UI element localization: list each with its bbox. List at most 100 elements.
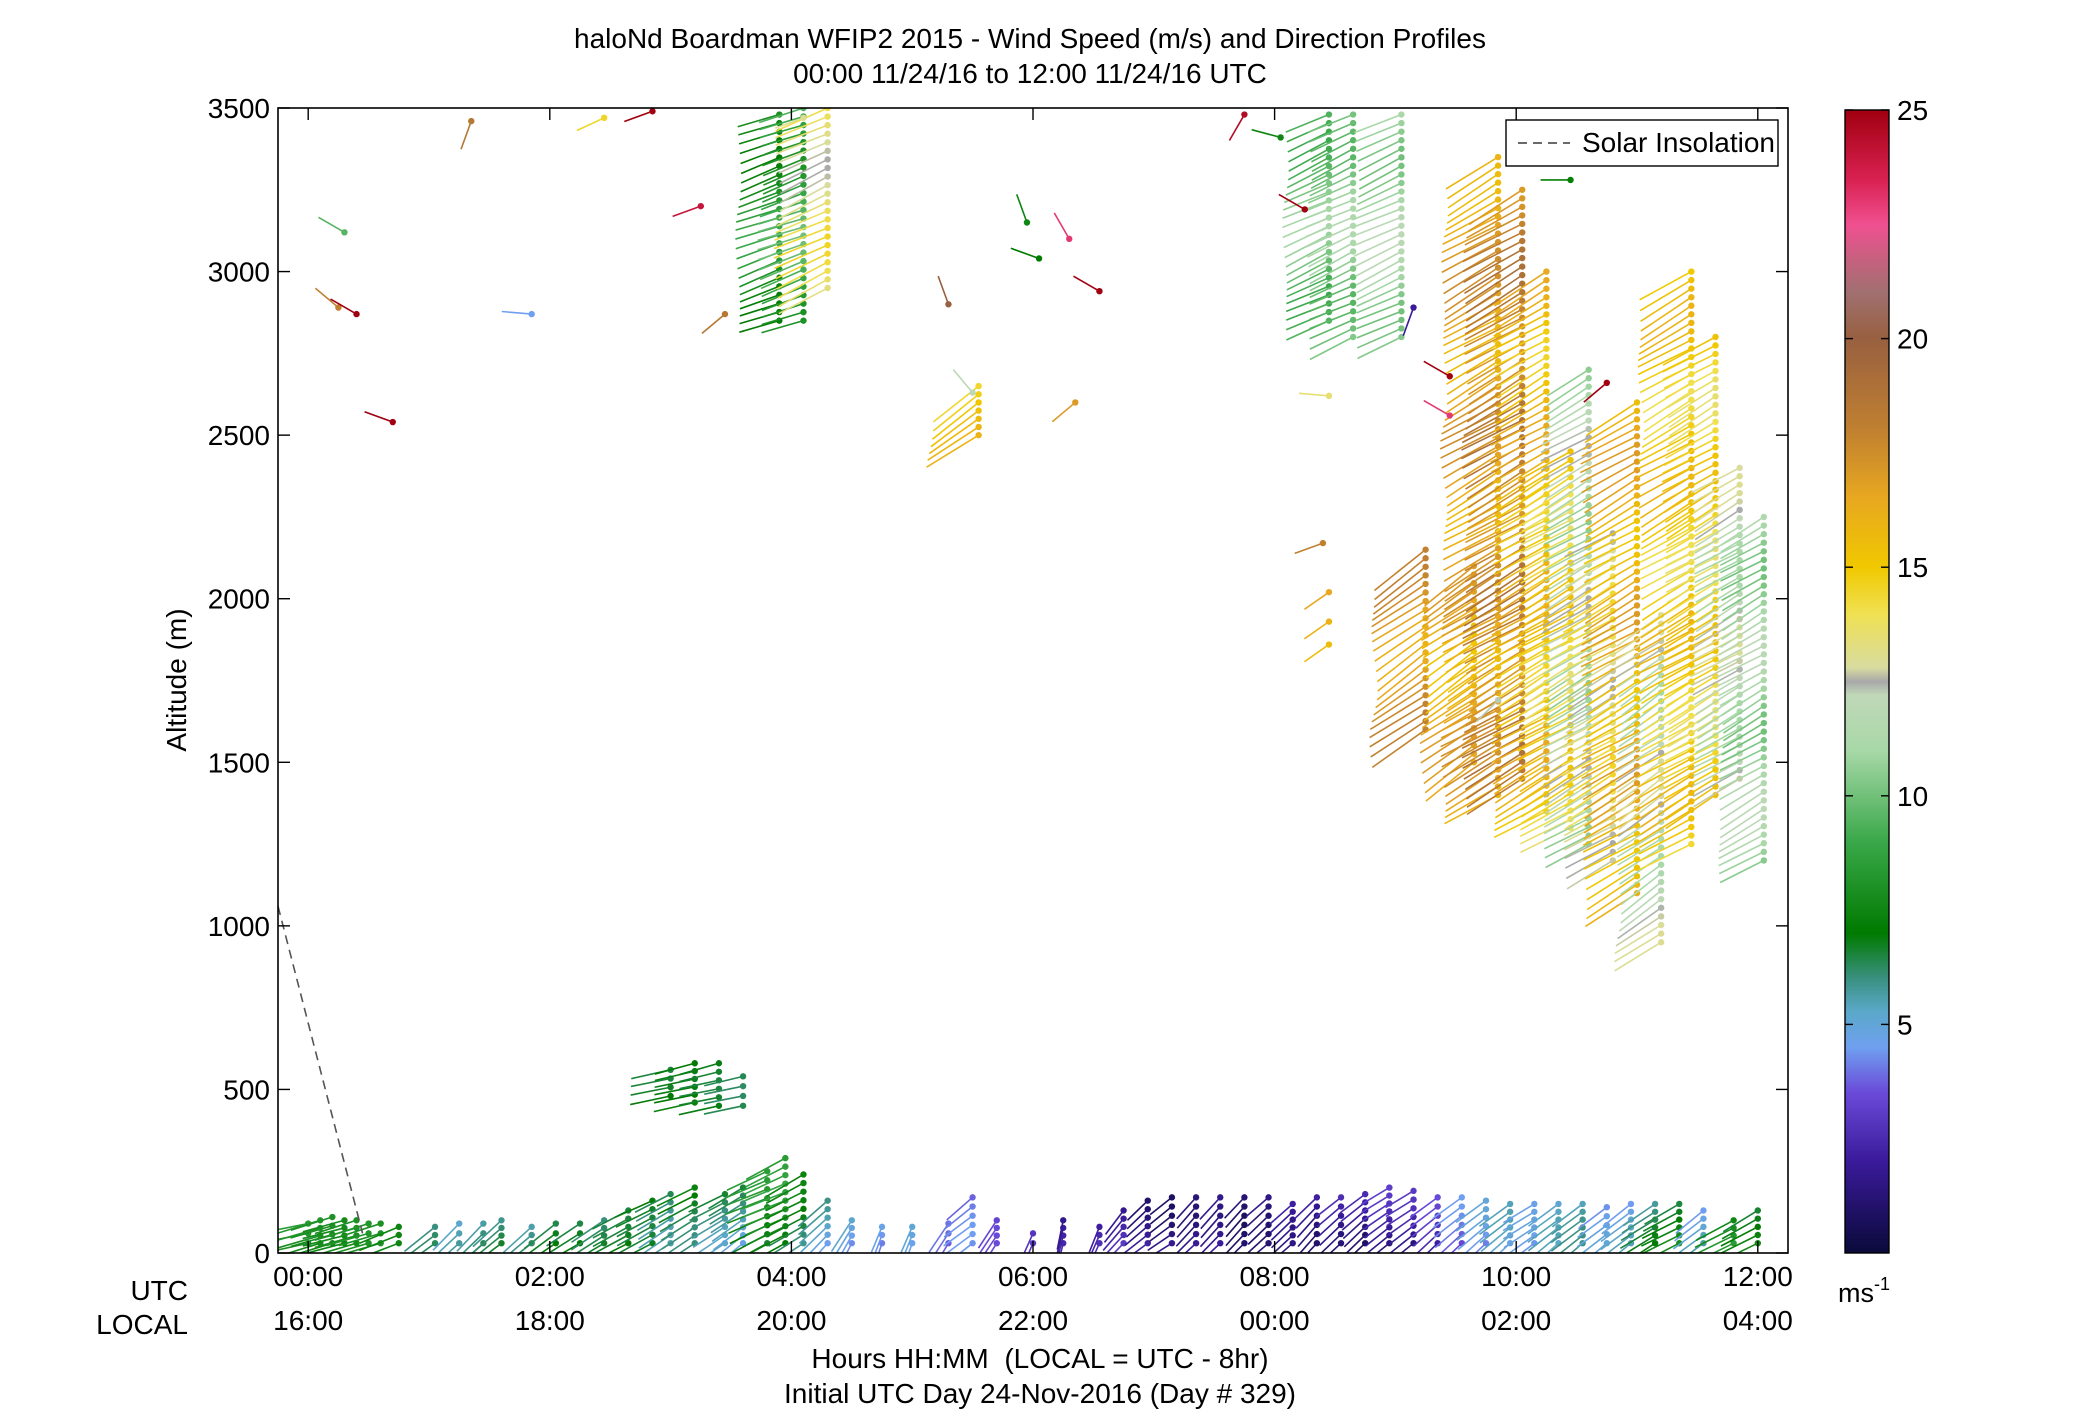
wind-barb <box>759 200 804 218</box>
wind-barb-dot <box>1398 316 1405 324</box>
wind-barb <box>1446 471 1499 507</box>
wind-barb <box>758 251 804 271</box>
wind-barb <box>1478 1203 1511 1227</box>
wind-barb <box>945 1233 974 1253</box>
wind-barb-dot <box>1760 616 1768 624</box>
wind-barb-dot <box>1494 162 1502 169</box>
wind-barb-dot <box>625 1223 632 1231</box>
wind-barb <box>1445 641 1499 674</box>
wind-barb-dot <box>1543 765 1550 772</box>
wind-barb <box>1123 1234 1149 1253</box>
wind-barb <box>738 191 780 209</box>
wind-barb <box>1270 1219 1294 1241</box>
wind-barb-dot <box>721 1199 729 1206</box>
wind-barb-dot <box>1760 685 1768 692</box>
wind-barb-dot <box>1168 1194 1176 1201</box>
wind-barb <box>1520 1242 1535 1253</box>
wind-barb <box>1356 182 1402 206</box>
wind-barb <box>774 244 828 269</box>
wind-barb-dot <box>1688 422 1695 429</box>
wind-barb-dot <box>1398 282 1405 289</box>
wind-barb-dot <box>1494 264 1502 271</box>
wind-barb-dot <box>1633 492 1641 499</box>
wind-barb <box>1618 898 1662 932</box>
wind-barb-dot <box>1760 745 1768 752</box>
wind-barb-dot <box>1633 695 1641 702</box>
wind-barb <box>1521 510 1571 539</box>
wind-barb <box>779 158 828 185</box>
wind-barb <box>1718 851 1765 875</box>
wind-barb <box>1285 173 1330 196</box>
wind-barb-dot <box>1760 814 1768 821</box>
wind-barb <box>1639 809 1692 842</box>
wind-barb <box>1374 557 1427 601</box>
wind-barb <box>1668 404 1716 437</box>
wind-barb <box>740 156 780 175</box>
wind-barb <box>1059 1242 1064 1253</box>
wind-barb-dot <box>1543 285 1550 292</box>
wind-barb-dot <box>1398 239 1405 247</box>
wind-barb-dot <box>456 1220 463 1227</box>
wind-barb <box>592 1226 629 1248</box>
wind-barb-dot <box>498 1217 505 1224</box>
wind-barb-dot <box>782 1154 789 1162</box>
wind-barb-dot <box>552 1220 560 1227</box>
wind-barb <box>735 208 780 223</box>
wind-barb-dot <box>721 1215 729 1222</box>
wind-barb <box>1494 579 1547 616</box>
wind-barb-dot <box>824 156 831 163</box>
local-tick-label: 18:00 <box>515 1305 585 1336</box>
wind-barb <box>775 115 828 139</box>
wind-barb-dot <box>1567 456 1574 464</box>
wind-barb-dot <box>975 415 982 422</box>
wind-barb <box>471 1227 503 1253</box>
wind-barb <box>432 1222 460 1251</box>
wind-barb <box>1309 284 1354 305</box>
wind-barb <box>1491 716 1547 745</box>
wind-barb-dot <box>1760 805 1768 813</box>
wind-barb <box>1494 459 1547 494</box>
wind-barb-dot <box>1519 263 1526 270</box>
wind-barb <box>1639 612 1692 646</box>
wind-barb <box>1148 1224 1173 1243</box>
wind-barb <box>1309 336 1354 361</box>
wind-barb <box>364 411 394 423</box>
wind-barb <box>1309 319 1354 340</box>
wind-barb <box>1606 1234 1632 1253</box>
wind-barb <box>1374 626 1427 662</box>
wind-barb <box>739 294 780 310</box>
wind-barb <box>1663 760 1716 790</box>
wind-barb-dot <box>1543 525 1550 532</box>
wind-barb <box>1494 759 1547 795</box>
wind-barb <box>725 1179 768 1199</box>
wind-barb-dot <box>1736 515 1743 522</box>
wind-barb <box>679 1087 720 1098</box>
utc-tick-label: 06:00 <box>998 1261 1068 1292</box>
wind-barb-dot <box>1096 1239 1103 1247</box>
wind-barb <box>1296 1215 1318 1238</box>
wind-barb-dot <box>715 1060 723 1067</box>
wind-barb <box>701 313 726 334</box>
wind-barb <box>359 1226 400 1244</box>
wind-barb <box>1462 709 1523 741</box>
wind-barb-dot <box>975 407 982 414</box>
wind-barb <box>1642 706 1692 739</box>
wind-barb-dot <box>1712 774 1719 782</box>
wind-barb <box>1495 776 1547 812</box>
wind-barb-dot <box>1712 333 1719 341</box>
wind-barb-dot <box>1585 502 1592 509</box>
wind-barb <box>762 175 804 195</box>
wind-barb-dot <box>739 1102 747 1109</box>
wind-barb <box>1306 190 1354 212</box>
wind-barb-dot <box>800 172 807 180</box>
x-axis-label: Hours HH:MM (LOCAL = UTC - 8hr) <box>811 1343 1268 1374</box>
wind-barb <box>1446 352 1499 385</box>
colorbar-unit-exponent: -1 <box>1874 1274 1890 1294</box>
wind-barb-dot <box>1543 319 1550 327</box>
wind-barb-dot <box>1458 1194 1466 1201</box>
wind-barb <box>1585 494 1638 531</box>
wind-barb <box>1620 889 1662 924</box>
wind-barb-dot <box>715 1068 723 1075</box>
wind-barb <box>1641 510 1692 544</box>
